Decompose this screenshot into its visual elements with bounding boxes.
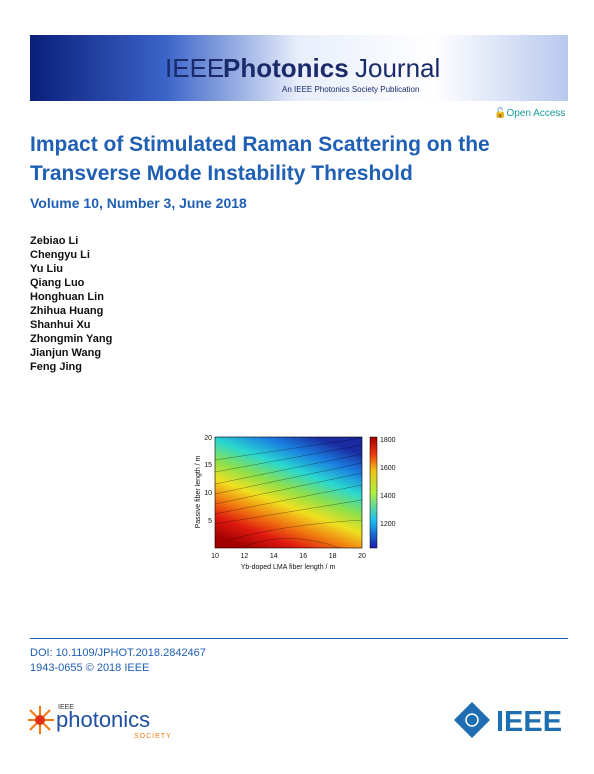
author: Jianjun Wang <box>30 347 102 359</box>
x-tick: 10 <box>211 553 219 560</box>
publication: An IEEE Photonics Society Publication <box>282 85 419 94</box>
x-tick: 20 <box>358 553 366 560</box>
society-logo: IEEE photonics SOCIETY <box>28 704 172 740</box>
colorbar-tick: 1400 <box>380 493 396 500</box>
author: Feng Jing <box>30 361 82 373</box>
x-tick: 16 <box>299 553 307 560</box>
society-top: IEEE <box>58 704 74 711</box>
author: Yu Liu <box>30 263 63 275</box>
title-line: Impact of Stimulated Raman Scattering on… <box>30 133 490 156</box>
author: Honghuan Lin <box>30 291 104 303</box>
journal-prefix: IEEE <box>165 53 224 83</box>
x-tick: 14 <box>270 553 278 560</box>
colorbar-tick: 1800 <box>380 437 396 444</box>
y-tick: 5 <box>208 518 212 525</box>
author: Chengyu Li <box>30 249 90 261</box>
figure: 10 12 14 16 18 20 Yb-doped LMA fiber len… <box>195 435 396 571</box>
y-tick: 10 <box>204 490 212 497</box>
x-tick: 18 <box>329 553 337 560</box>
author: Zhihua Huang <box>30 305 104 317</box>
author: Shanhui Xu <box>30 319 91 331</box>
colorbar-tick: 1600 <box>380 465 396 472</box>
open-access-text: Open Access <box>506 108 566 119</box>
ieee-logo: IEEE <box>454 702 562 738</box>
society-bottom: SOCIETY <box>134 733 172 740</box>
issn: 1943-0655 © 2018 IEEE <box>30 662 150 674</box>
author: Qiang Luo <box>30 277 85 289</box>
society-name: photonics <box>56 707 150 732</box>
open-access: 🔓Open Access <box>494 108 566 119</box>
journal-name: Photonics <box>223 53 349 83</box>
author: Zhongmin Yang <box>30 333 113 345</box>
banner: IEEE Photonics Journal An IEEE Photonics… <box>30 35 568 101</box>
x-label: Yb-doped LMA fiber length / m <box>241 564 336 571</box>
title-line: Transverse Mode Instability Threshold <box>30 162 413 185</box>
y-label: Passive fiber length / m <box>195 455 202 528</box>
separator <box>30 638 568 639</box>
y-tick: 15 <box>204 462 212 469</box>
ieee-text: IEEE <box>496 706 562 738</box>
y-tick: 20 <box>204 435 212 442</box>
author: Zebiao Li <box>30 235 79 247</box>
journal-suffix: Journal <box>355 53 440 83</box>
doi: DOI: 10.1109/JPHOT.2018.2842467 <box>30 647 206 659</box>
x-tick: 12 <box>241 553 249 560</box>
volume: Volume 10, Number 3, June 2018 <box>30 195 247 211</box>
colorbar-tick: 1200 <box>380 521 396 528</box>
